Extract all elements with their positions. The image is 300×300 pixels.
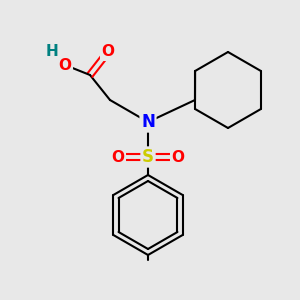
- Text: O: O: [58, 58, 71, 73]
- Text: O: O: [101, 44, 115, 59]
- Text: S: S: [142, 148, 154, 166]
- Text: O: O: [172, 149, 184, 164]
- Text: H: H: [46, 44, 59, 59]
- Text: N: N: [141, 113, 155, 131]
- Text: O: O: [112, 149, 124, 164]
